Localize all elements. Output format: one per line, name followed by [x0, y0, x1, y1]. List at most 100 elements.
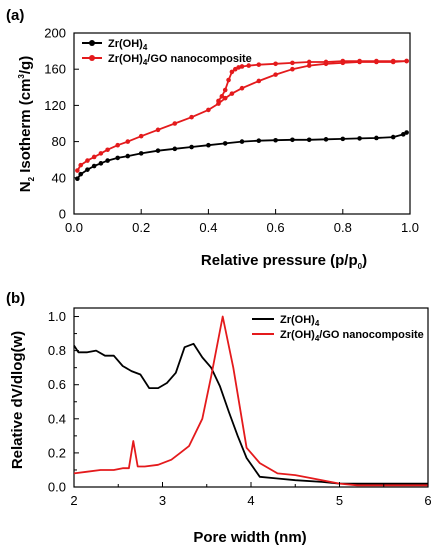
isotherm-series-zr-oh4-point — [239, 139, 245, 144]
isotherm-x-axis-title: Relative pressure (p/p0) — [201, 252, 367, 271]
isotherm-series-zr-oh4-point — [290, 137, 295, 143]
isotherm-series-zr-oh4-point — [390, 134, 396, 140]
isotherm-series-zr-oh4-go-desorption-point — [229, 69, 235, 75]
pore-y-tick-label: 1.0 — [48, 309, 66, 324]
isotherm-series-zr-oh4-go-desorption-point — [340, 58, 346, 64]
isotherm-y-tick-label: 200 — [44, 26, 66, 41]
isotherm-series-zr-oh4-go-point — [125, 139, 131, 144]
isotherm-series-zr-oh4-go-desorption-point — [246, 63, 252, 68]
isotherm-series-zr-oh4-go-point — [222, 95, 228, 101]
isotherm-series-zr-oh4-point — [138, 151, 144, 156]
isotherm-series-zr-oh4-point — [172, 146, 178, 152]
isotherm-series-zr-oh4-point — [125, 153, 131, 159]
isotherm-y-tick-label: 40 — [52, 170, 66, 185]
isotherm-series-zr-oh4-go-point — [138, 133, 144, 139]
isotherm-series-zr-oh4-go-desorption-point — [216, 98, 221, 104]
pore-x-tick-label: 3 — [159, 493, 166, 508]
isotherm-series-zr-oh4-go-point — [75, 168, 80, 173]
isotherm-series-zr-oh4-go-point — [115, 142, 120, 148]
isotherm-series-zr-oh4-point — [323, 137, 329, 142]
isotherm-series-zr-oh4-go-point — [229, 91, 235, 96]
pore-ticks: 2 3 4 5 6 0.0 0.2 0.4 0.6 0.8 1.0 — [48, 309, 432, 508]
isotherm-x-tick-label: 0.4 — [199, 220, 217, 235]
legend-marker-zr-oh4 — [89, 40, 95, 46]
isotherm-y-tick-label: 120 — [44, 98, 66, 113]
pore-y-axis-title: Relative dV/dlog(w) — [9, 331, 26, 469]
isotherm-series-zr-oh4-point — [404, 130, 409, 135]
isotherm-x-tick-label: 0.6 — [267, 220, 285, 235]
isotherm-series-zr-oh4-go-point — [85, 158, 90, 163]
pore-y-tick-label: 0.0 — [48, 480, 66, 495]
isotherm-y-tick-label: 160 — [44, 62, 66, 77]
pore-series-zr-oh4-go-line — [73, 315, 428, 487]
isotherm-series-zr-oh4-go-desorption-point — [374, 58, 379, 64]
isotherm-x-tick-label: 1.0 — [401, 220, 419, 235]
isotherm-series-zr-oh4-go-point — [189, 114, 194, 120]
pore-x-tick-label: 5 — [336, 493, 343, 508]
isotherm-y-tick-label: 0 — [59, 207, 66, 222]
isotherm-series-zr-oh4-point — [400, 132, 406, 137]
pore-distribution-panel: (b) 2 3 4 5 6 0.0 0.2 0.4 0.6 0.8 1.0 Pore width (… — [6, 290, 432, 546]
isotherm-series-zr-oh4-go-point — [290, 66, 295, 72]
isotherm-series-zr-oh4-point — [189, 144, 194, 150]
isotherm-series-zr-oh4-go-desorption-point — [390, 58, 396, 64]
isotherm-series-zr-oh4-point — [78, 171, 84, 177]
isotherm-series-zr-oh4-go-desorption-line — [217, 60, 407, 102]
pore-legend: Zr(OH)4 Zr(OH)4/GO nanocomposite — [252, 314, 424, 343]
pore-x-tick-label: 6 — [424, 493, 431, 508]
isotherm-y-axis-title: N2 Isotherm (cm3/g) — [17, 56, 36, 192]
isotherm-series-zr-oh4-point — [115, 155, 120, 161]
panel-b-label: (b) — [6, 290, 25, 307]
isotherm-series-zr-oh4-point — [306, 137, 312, 143]
isotherm-series-zr-oh4-go-point — [78, 162, 84, 168]
isotherm-series-zr-oh4-go-desorption-point — [232, 66, 238, 72]
isotherm-series-zr-oh4-point — [155, 148, 161, 153]
isotherm-series-zr-oh4-go-point — [206, 107, 211, 113]
isotherm-series-zr-oh4-go-desorption-point — [306, 59, 312, 65]
pore-y-tick-label: 0.4 — [48, 411, 66, 426]
isotherm-series-zr-oh4-go-point — [155, 127, 161, 133]
isotherm-series-zr-oh4-go-desorption-point — [236, 65, 241, 70]
isotherm-series-zr-oh4-point — [85, 167, 90, 172]
isotherm-series-zr-oh4-point — [75, 176, 80, 182]
isotherm-series-zr-oh4-point — [98, 161, 104, 166]
pore-y-tick-label: 0.6 — [48, 377, 66, 392]
isotherm-series-zr-oh4-go-point — [273, 72, 278, 77]
isotherm-series-zr-oh4-point — [256, 138, 262, 143]
panel-a-label: (a) — [6, 7, 24, 24]
isotherm-series-zr-oh4-go-desorption-point — [404, 58, 409, 64]
isotherm-series-zr-oh4-go-desorption-point — [323, 59, 329, 65]
isotherm-series-zr-oh4-go-desorption-point — [273, 61, 278, 67]
legend-label-pore-zr-oh4-go: Zr(OH)4/GO nanocomposite — [280, 329, 424, 343]
isotherm-series-zr-oh4-go-desorption-point — [226, 77, 231, 83]
isotherm-series-zr-oh4-point — [340, 136, 346, 142]
isotherm-series-zr-oh4-point — [357, 136, 362, 141]
pore-x-tick-label: 4 — [247, 493, 254, 508]
isotherm-ticks: 0.0 0.2 0.4 0.6 0.8 1.0 0 40 80 120 160 200 — [44, 26, 419, 236]
isotherm-series-zr-oh4-point — [374, 135, 379, 141]
isotherm-series-zr-oh4-point — [222, 141, 228, 146]
isotherm-series-zr-oh4-go-desorption-point — [256, 62, 262, 67]
isotherm-x-tick-label: 0.0 — [65, 220, 83, 235]
isotherm-series-zr-oh4-go-point — [239, 85, 245, 91]
isotherm-series-zr-oh4-go-desorption-point — [219, 94, 225, 99]
isotherm-series-zr-oh4-point — [91, 163, 97, 169]
isotherm-series-zr-oh4-go-point — [91, 154, 97, 160]
isotherm-x-tick-label: 0.8 — [334, 220, 352, 235]
isotherm-y-tick-label: 80 — [52, 134, 66, 149]
isotherm-series-zr-oh4-go-point — [98, 151, 104, 156]
legend-label-zr-oh4: Zr(OH)4 — [108, 38, 148, 52]
isotherm-series-zr-oh4-point — [105, 158, 110, 163]
isotherm-panel: (a) 0.0 0.2 0.4 0.6 0.8 1.0 0 40 80 120 160 200 Rel… — [6, 7, 419, 271]
isotherm-series-zr-oh4-go-point — [256, 78, 262, 84]
legend-marker-zr-oh4-go — [89, 55, 95, 61]
isotherm-legend: Zr(OH)4 Zr(OH)4/GO nanocomposite — [82, 38, 252, 67]
pore-y-tick-label: 0.8 — [48, 343, 66, 358]
isotherm-series-zr-oh4-go-point — [105, 147, 110, 153]
pore-x-tick-label: 2 — [70, 493, 77, 508]
pore-x-axis-title: Pore width (nm) — [193, 529, 306, 546]
isotherm-series-zr-oh4-point — [206, 142, 211, 148]
isotherm-series-zr-oh4-go-desorption-point — [357, 58, 362, 64]
isotherm-axes-frame — [73, 32, 411, 215]
